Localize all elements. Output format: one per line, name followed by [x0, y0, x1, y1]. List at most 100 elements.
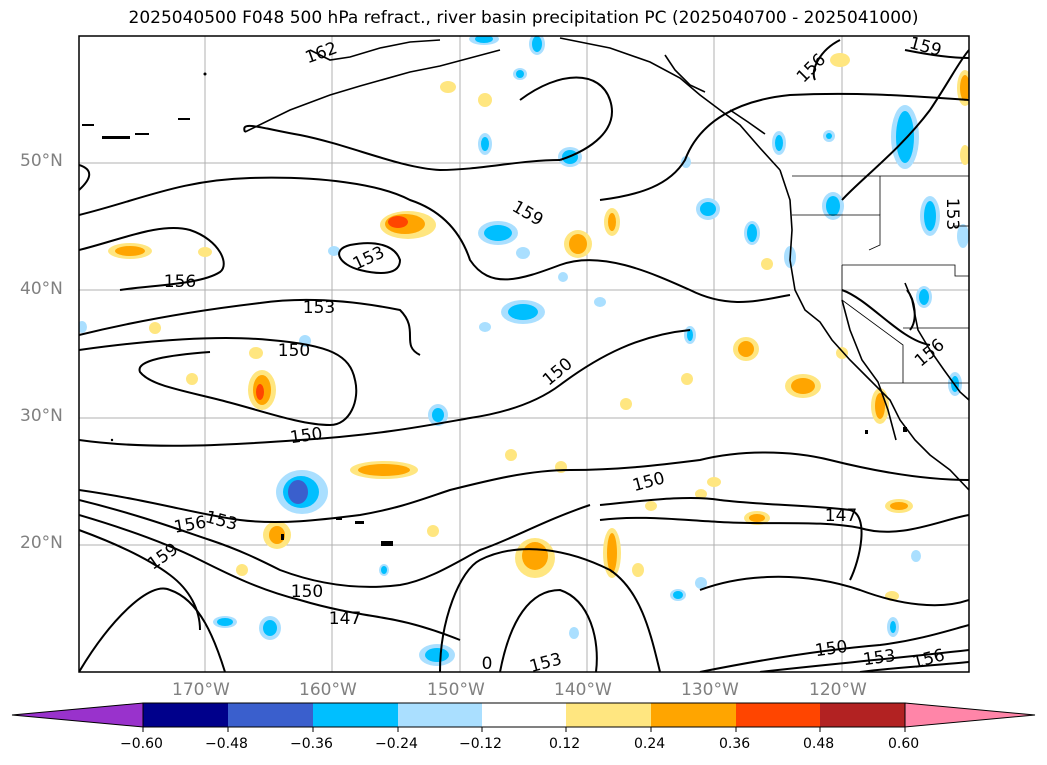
colorbar-bin — [736, 703, 820, 727]
lon-label: 160°W — [299, 680, 357, 700]
neg-shade — [924, 201, 936, 231]
pos-shade — [695, 489, 707, 499]
neg-shade — [569, 627, 579, 639]
pos-shade — [749, 514, 765, 522]
colorbar-bin — [143, 703, 228, 727]
pos-shade — [427, 525, 439, 537]
neg-shade — [957, 224, 969, 248]
colorbar-bin — [313, 703, 398, 727]
pos-shade — [186, 373, 198, 385]
neg-shade — [532, 36, 542, 52]
neg-shade — [475, 36, 493, 43]
lon-label: 130°W — [681, 680, 739, 700]
contour-label: 0 — [482, 654, 493, 674]
neg-shade — [479, 322, 491, 332]
pos-shade — [149, 322, 161, 334]
neg-shade — [484, 225, 512, 241]
neg-shade — [687, 329, 693, 341]
pos-shade — [608, 213, 616, 231]
neg-shade — [217, 618, 233, 626]
neg-shade — [328, 246, 340, 256]
colorbar-extend-high — [904, 702, 1036, 728]
lat-label: 40°N — [20, 279, 63, 299]
pos-shade — [249, 347, 263, 359]
colorbar-tick-label: −0.24 — [375, 736, 418, 752]
neg-shade — [508, 304, 538, 320]
neg-shade — [700, 202, 716, 216]
colorbar-bin — [482, 703, 566, 727]
pos-shade — [890, 502, 908, 510]
map-panel — [79, 36, 969, 672]
contour-label: 147 — [825, 506, 857, 526]
neg-shade — [432, 408, 444, 422]
neg-shade — [826, 196, 840, 216]
colorbar-bin — [566, 703, 651, 727]
pos-shade — [681, 373, 693, 385]
pos-shade — [738, 341, 754, 357]
pos-shade — [522, 542, 548, 570]
contour-label: 150 — [289, 424, 324, 448]
pos-shade — [960, 75, 969, 101]
pos-shade — [836, 347, 848, 359]
pos-shade — [198, 247, 212, 257]
pos-shade — [256, 384, 264, 400]
coastlines — [244, 37, 969, 491]
colorbar-bin — [820, 703, 905, 727]
neg-shade — [381, 566, 387, 574]
colorbar-tick-label: 0.36 — [719, 736, 751, 752]
colorbar-bin — [651, 703, 736, 727]
neg-shade — [673, 591, 683, 599]
colorbar-tick-label: −0.36 — [290, 736, 333, 752]
contour-label: 150 — [291, 582, 323, 602]
pos-shade — [505, 449, 517, 461]
lon-label: 170°W — [172, 680, 230, 700]
pos-shade — [761, 258, 773, 270]
neg-shade — [263, 620, 277, 636]
lon-label: 150°W — [427, 680, 485, 700]
neg-shade — [288, 480, 308, 504]
pos-shade — [358, 464, 410, 476]
pos-shade — [645, 501, 657, 511]
neg-shade — [747, 224, 757, 242]
neg-shade — [558, 272, 568, 282]
neg-shade — [594, 297, 606, 307]
pos-shade — [478, 93, 492, 107]
colorbar-bin — [228, 703, 313, 727]
admin-borders — [792, 175, 969, 384]
colorbar-frame — [142, 702, 906, 728]
neg-shade — [896, 111, 914, 163]
pos-shade — [607, 533, 617, 573]
pos-shade — [960, 145, 969, 165]
contour-label: 150 — [814, 637, 849, 661]
neg-shade — [79, 321, 87, 333]
neg-shade — [890, 621, 896, 633]
pos-shade — [115, 246, 145, 256]
colorbar — [11, 702, 1036, 732]
map-border — [78, 35, 970, 673]
pos-shade — [388, 216, 408, 228]
neg-shade — [481, 137, 489, 151]
pos-shade — [440, 81, 456, 93]
contour-label: 147 — [329, 609, 361, 629]
neg-shade — [775, 135, 783, 151]
pos-shade — [707, 477, 721, 487]
lat-label: 50°N — [20, 151, 63, 171]
contour-label: 153 — [942, 198, 962, 230]
neg-shade — [516, 70, 524, 78]
colorbar-tick-label: −0.48 — [205, 736, 248, 752]
lat-label: 20°N — [20, 533, 63, 553]
neg-shade — [695, 577, 707, 589]
islands — [82, 72, 907, 546]
colorbar-tick-label: 0.24 — [634, 736, 666, 752]
map-title: 2025040500 F048 500 hPa refract., river … — [128, 8, 919, 28]
lon-label: 120°W — [809, 680, 867, 700]
colorbar-tick-label: −0.60 — [120, 736, 163, 752]
colorbar-tick-label: 0.48 — [803, 736, 835, 752]
neg-shade — [826, 133, 832, 139]
colorbar-extend-low — [11, 702, 144, 728]
colorbar-tick-label: 0.12 — [549, 736, 581, 752]
neg-shade — [425, 648, 449, 662]
height-contours — [79, 39, 969, 672]
lat-label: 30°N — [20, 406, 63, 426]
